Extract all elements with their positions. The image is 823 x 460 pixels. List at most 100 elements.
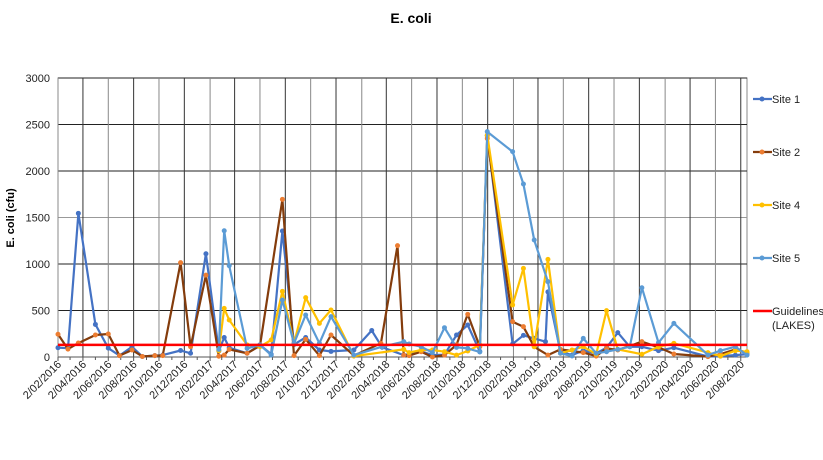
data-point	[221, 228, 227, 234]
data-point	[477, 349, 483, 355]
data-point	[717, 353, 723, 359]
data-point	[401, 339, 407, 345]
y-tick-label: 2500	[26, 120, 50, 132]
data-point	[510, 149, 516, 155]
data-point	[545, 352, 551, 358]
legend-label: Guidelines	[772, 306, 823, 318]
data-point	[226, 346, 232, 352]
data-point	[92, 332, 98, 338]
legend-marker	[759, 255, 765, 261]
data-point	[303, 312, 309, 318]
y-tick-label: 1500	[26, 213, 50, 225]
data-point	[604, 308, 610, 314]
data-point	[55, 345, 61, 351]
y-axis-label: E. coli (cfu)	[5, 188, 17, 248]
data-point	[328, 332, 334, 338]
data-point	[454, 332, 460, 338]
data-point	[328, 314, 334, 320]
series-site-2	[55, 135, 750, 360]
data-point	[65, 346, 71, 352]
data-point	[732, 348, 738, 354]
data-point	[351, 352, 357, 358]
data-point	[406, 350, 412, 356]
data-point	[580, 350, 586, 356]
x-axis-ticks: 2/02/20162/04/20162/06/20162/08/20162/10…	[21, 357, 747, 402]
data-point	[268, 337, 274, 343]
data-point	[268, 352, 274, 358]
data-point	[279, 288, 285, 294]
data-point	[520, 265, 526, 271]
legend-marker	[759, 149, 765, 155]
legend-item-guideline: Guidelines (LAKES)	[753, 306, 823, 332]
data-point	[216, 346, 222, 352]
data-point	[441, 349, 447, 355]
data-point	[671, 320, 677, 326]
data-point	[216, 353, 222, 359]
data-point	[429, 350, 435, 356]
data-point	[569, 353, 575, 359]
data-point	[75, 210, 81, 216]
data-point	[152, 353, 158, 359]
data-point	[316, 320, 322, 326]
data-point	[328, 307, 334, 313]
data-point	[520, 181, 526, 187]
y-tick-label: 1000	[26, 259, 50, 271]
data-point	[188, 350, 194, 356]
data-point	[545, 279, 551, 285]
legend-label: Site 4	[772, 200, 800, 212]
series-line	[217, 130, 748, 358]
data-point	[531, 237, 537, 243]
data-point	[139, 354, 145, 360]
data-point	[717, 348, 723, 354]
data-point	[226, 263, 232, 269]
legend-marker	[759, 202, 765, 208]
data-point	[328, 348, 334, 354]
data-point	[55, 331, 61, 337]
data-point	[369, 327, 375, 333]
data-point	[510, 302, 516, 308]
data-point	[510, 319, 516, 325]
y-tick-label: 3000	[26, 73, 50, 85]
data-point	[615, 346, 621, 352]
data-point	[244, 350, 250, 356]
data-point	[545, 256, 551, 262]
data-point	[604, 349, 610, 355]
data-point	[520, 332, 526, 338]
y-tick-label: 500	[32, 306, 50, 318]
data-point	[454, 352, 460, 358]
chart-title: E. coli	[390, 10, 431, 26]
legend-label-line2: (LAKES)	[772, 320, 815, 332]
data-point	[484, 129, 490, 135]
data-point	[705, 352, 711, 358]
data-point	[226, 317, 232, 323]
data-point	[316, 353, 322, 359]
data-point	[465, 311, 471, 317]
data-point	[671, 345, 677, 351]
data-point	[203, 272, 209, 278]
data-point	[105, 345, 111, 351]
data-point	[160, 353, 166, 359]
data-point	[639, 285, 645, 291]
data-point	[129, 347, 135, 353]
data-point	[441, 325, 447, 331]
data-point	[92, 321, 98, 327]
series-site-5	[216, 129, 750, 359]
y-tick-label: 0	[44, 352, 50, 364]
data-point	[744, 352, 750, 358]
data-point	[557, 350, 563, 356]
data-point	[279, 297, 285, 303]
data-point	[569, 347, 575, 353]
data-point	[429, 354, 435, 360]
data-point	[117, 353, 123, 359]
y-tick-label: 2000	[26, 166, 50, 178]
data-point	[221, 305, 227, 311]
data-point	[221, 334, 227, 340]
data-point	[465, 322, 471, 328]
legend-item: Site 1	[753, 94, 800, 106]
data-point	[465, 345, 471, 351]
data-point	[203, 251, 209, 257]
data-point	[671, 351, 677, 357]
series-lines	[55, 129, 750, 360]
data-point	[639, 339, 645, 345]
